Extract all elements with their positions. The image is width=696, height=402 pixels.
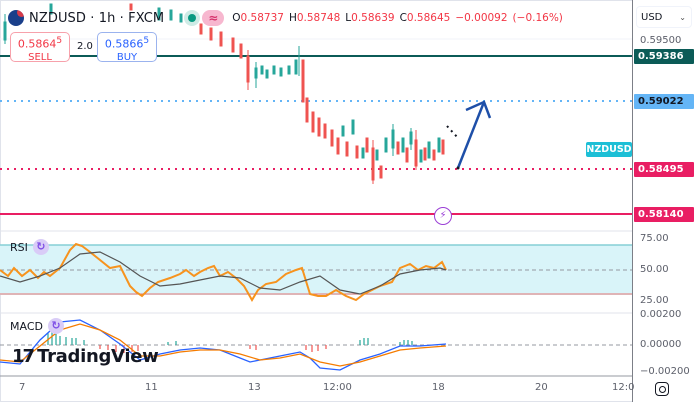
currency-select[interactable]: USD ⌄ (636, 6, 692, 28)
price-tag-target: 0.59022 (634, 94, 694, 109)
projection-arrow[interactable] (446, 100, 492, 170)
chart-canvas[interactable] (0, 0, 632, 402)
rsi-tick: 50.00 (640, 264, 669, 275)
rsi-line (0, 242, 447, 302)
ohlc-values: O0.58737 H0.58748 L0.58639 C0.58645 −0.0… (232, 12, 563, 24)
sell-button[interactable]: 0.58645 SELL (10, 32, 70, 63)
chevron-down-icon: ⌄ (679, 13, 686, 22)
tradingview-logo[interactable]: 17 TradingView (12, 346, 159, 367)
price-tick: 0.59500 (640, 35, 682, 46)
rsi-tick: 25.00 (640, 295, 669, 306)
buy-price: 0.5866 (104, 37, 144, 51)
price-tag-support: 0.58495 (634, 162, 694, 177)
time-tick: 12:00 (323, 382, 352, 393)
time-tick: 7 (19, 382, 26, 393)
change-value: −0.00092 (455, 12, 508, 24)
low-value: 0.58639 (351, 12, 395, 24)
refresh-icon[interactable]: ↻ (47, 318, 64, 334)
tradingview-mark-icon: 17 (12, 346, 35, 367)
buy-label: BUY (116, 51, 138, 63)
high-value: 0.58748 (296, 12, 341, 24)
chart-header: NZDUSD · 1h · FXCM ≈ O0.58737 H0.58748 L… (8, 8, 563, 28)
settings-icon[interactable] (655, 382, 669, 396)
refresh-icon[interactable]: ↻ (32, 239, 49, 255)
candles (3, 3, 445, 184)
macd-histogram (47, 332, 413, 353)
indicator-badge-icon[interactable]: ≈ (202, 10, 225, 26)
macd-tick: 0.00000 (640, 339, 682, 350)
sell-label: SELL (28, 51, 52, 63)
price-axis[interactable] (632, 0, 696, 402)
time-tick: 18 (432, 382, 445, 393)
rsi-legend: RSI ↻ (10, 239, 49, 255)
time-tick: 12:0 (612, 382, 635, 393)
symbol-title[interactable]: NZDUSD · 1h · FXCM (29, 10, 165, 26)
buy-button[interactable]: 0.58665 BUY (97, 32, 157, 63)
sell-price: 0.5864 (17, 37, 57, 51)
time-tick: 11 (145, 382, 158, 393)
close-value: 0.58645 (406, 12, 451, 24)
price-tag-resistance: 0.59386 (634, 49, 694, 64)
time-tick: 13 (248, 382, 261, 393)
macd-legend: MACD ↻ (10, 318, 64, 334)
macd-tick: 0.00200 (640, 309, 682, 320)
macd-tick: −0.00200 (640, 366, 690, 376)
macd-signal-line (0, 323, 447, 367)
symbol-price-tag: NZDUSD (586, 142, 632, 157)
open-value: 0.58737 (240, 12, 284, 24)
time-tick: 20 (535, 382, 548, 393)
lightning-icon[interactable]: ⚡ (434, 207, 452, 225)
rsi-ma-line (0, 251, 447, 295)
macd-line (0, 319, 447, 371)
green-dot-icon (188, 14, 197, 22)
nzd-usd-flag-icon (8, 10, 24, 26)
change-pct-value: (−0.16%) (512, 12, 563, 24)
price-tag-lower-support: 0.58140 (634, 207, 694, 222)
rsi-tick: 75.00 (640, 233, 669, 244)
spread-value: 2.0 (77, 41, 93, 52)
